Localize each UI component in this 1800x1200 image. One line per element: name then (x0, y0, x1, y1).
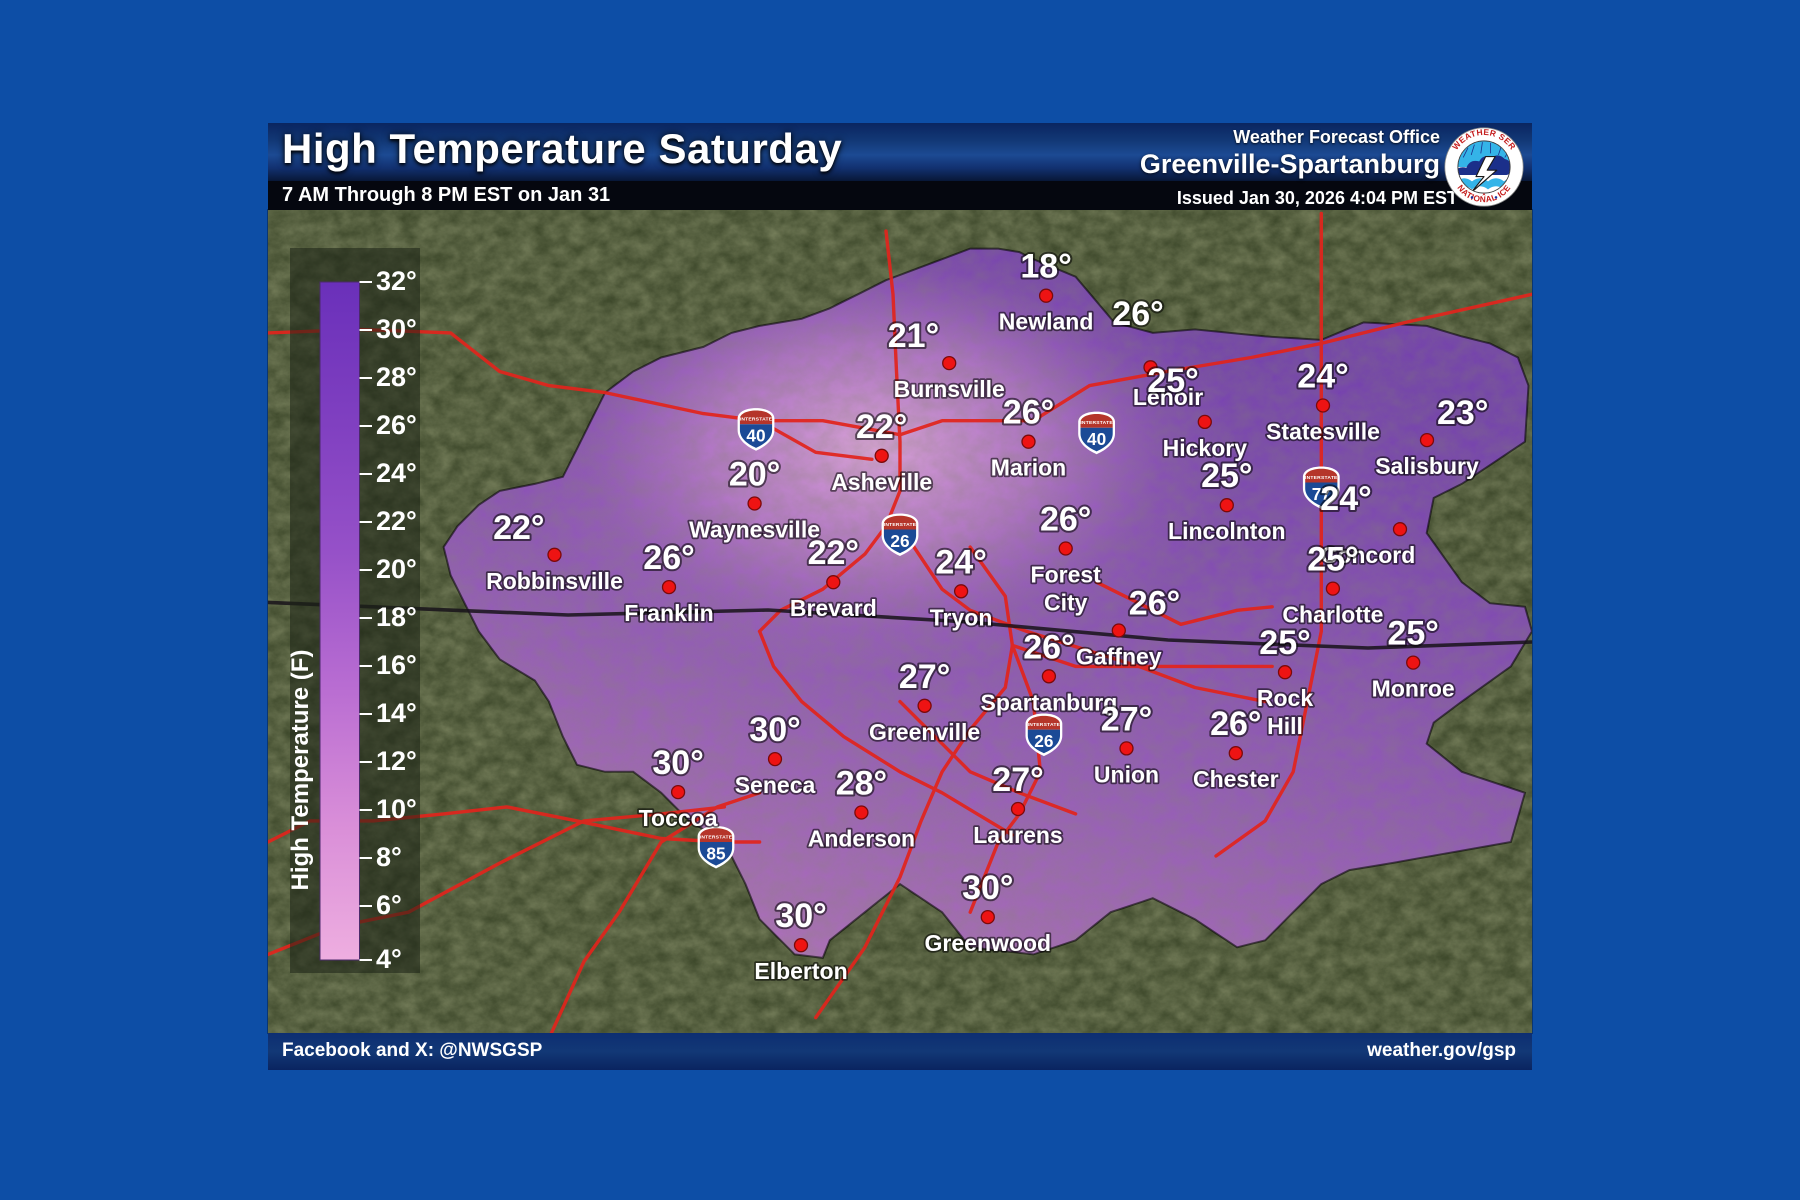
svg-text:Lincolnton: Lincolnton (1168, 518, 1286, 544)
svg-text:High Temperature (F): High Temperature (F) (287, 650, 314, 891)
svg-text:26: 26 (1034, 731, 1053, 751)
svg-text:Brevard: Brevard (790, 595, 877, 621)
svg-text:30°: 30° (749, 711, 800, 749)
svg-text:Monroe: Monroe (1372, 676, 1455, 702)
svg-text:22°: 22° (856, 408, 907, 446)
svg-text:26°: 26° (1003, 394, 1054, 432)
svg-text:25°: 25° (1387, 615, 1438, 653)
svg-text:21°: 21° (888, 317, 939, 355)
svg-text:25°: 25° (1259, 624, 1310, 662)
svg-text:27°: 27° (992, 761, 1043, 799)
svg-text:22°: 22° (808, 534, 859, 572)
svg-text:28°: 28° (836, 765, 887, 803)
svg-text:25°: 25° (1307, 541, 1358, 579)
svg-text:Newland: Newland (999, 309, 1094, 335)
svg-text:25°: 25° (1201, 457, 1252, 495)
svg-text:27°: 27° (899, 658, 950, 696)
svg-text:26: 26 (890, 531, 909, 551)
svg-text:Marion: Marion (991, 455, 1066, 481)
svg-text:18°: 18° (1020, 248, 1071, 286)
svg-text:Elberton: Elberton (754, 958, 847, 984)
svg-text:Spartanburg: Spartanburg (981, 689, 1118, 715)
svg-text:Tryon: Tryon (930, 604, 993, 630)
svg-text:INTERSTATE: INTERSTATE (884, 522, 917, 528)
svg-text:18°: 18° (376, 602, 417, 632)
svg-text:22°: 22° (376, 506, 417, 536)
svg-text:27°: 27° (1101, 700, 1152, 738)
svg-text:26°: 26° (1040, 501, 1091, 539)
svg-text:Salisbury: Salisbury (1375, 453, 1479, 479)
svg-text:28°: 28° (376, 362, 417, 392)
svg-text:85: 85 (706, 843, 726, 863)
svg-text:Greenwood: Greenwood (925, 930, 1052, 956)
svg-text:24°: 24° (1297, 358, 1348, 396)
svg-text:Robbinsville: Robbinsville (486, 568, 623, 594)
svg-text:32°: 32° (376, 266, 417, 296)
svg-text:INTERSTATE: INTERSTATE (700, 834, 733, 840)
svg-text:6°: 6° (376, 890, 402, 920)
svg-text:Toccoa: Toccoa (639, 805, 718, 831)
svg-text:Rock: Rock (1257, 685, 1313, 711)
svg-text:Waynesville: Waynesville (689, 517, 820, 543)
svg-text:26°: 26° (1023, 628, 1074, 666)
svg-text:10°: 10° (376, 794, 417, 824)
svg-text:Laurens: Laurens (973, 822, 1062, 848)
svg-text:Anderson: Anderson (808, 826, 915, 852)
svg-text:22°: 22° (493, 509, 544, 547)
svg-text:24°: 24° (935, 543, 986, 581)
svg-text:26°: 26° (643, 539, 694, 577)
svg-text:12°: 12° (376, 746, 417, 776)
svg-text:8°: 8° (376, 842, 402, 872)
svg-text:23°: 23° (1437, 394, 1488, 432)
svg-text:30°: 30° (652, 744, 703, 782)
svg-text:14°: 14° (376, 698, 417, 728)
svg-text:30°: 30° (775, 897, 826, 935)
svg-text:Greenville: Greenville (869, 719, 980, 745)
svg-text:Forest: Forest (1031, 562, 1102, 588)
svg-text:20°: 20° (376, 554, 417, 584)
svg-text:Asheville: Asheville (831, 469, 932, 495)
svg-text:Union: Union (1094, 761, 1159, 787)
svg-text:Hill: Hill (1267, 713, 1303, 739)
svg-text:16°: 16° (376, 650, 417, 680)
svg-text:30°: 30° (962, 869, 1013, 907)
svg-text:Franklin: Franklin (624, 600, 713, 626)
svg-text:INTERSTATE: INTERSTATE (1028, 722, 1061, 728)
svg-text:Chester: Chester (1193, 766, 1279, 792)
svg-text:Statesville: Statesville (1266, 419, 1380, 445)
svg-text:20°: 20° (729, 456, 780, 494)
svg-text:26°: 26° (1210, 705, 1261, 743)
svg-text:25°: 25° (1147, 362, 1198, 400)
svg-text:26°: 26° (1112, 295, 1163, 333)
svg-text:24°: 24° (376, 458, 417, 488)
svg-text:24°: 24° (1320, 480, 1371, 518)
svg-text:26°: 26° (1129, 585, 1180, 623)
svg-text:26°: 26° (376, 410, 417, 440)
svg-text:City: City (1044, 590, 1088, 616)
svg-text:4°: 4° (376, 944, 402, 974)
svg-text:Seneca: Seneca (735, 772, 816, 798)
svg-text:Burnsville: Burnsville (894, 376, 1005, 402)
svg-text:Gaffney: Gaffney (1076, 644, 1162, 670)
svg-text:30°: 30° (376, 314, 417, 344)
